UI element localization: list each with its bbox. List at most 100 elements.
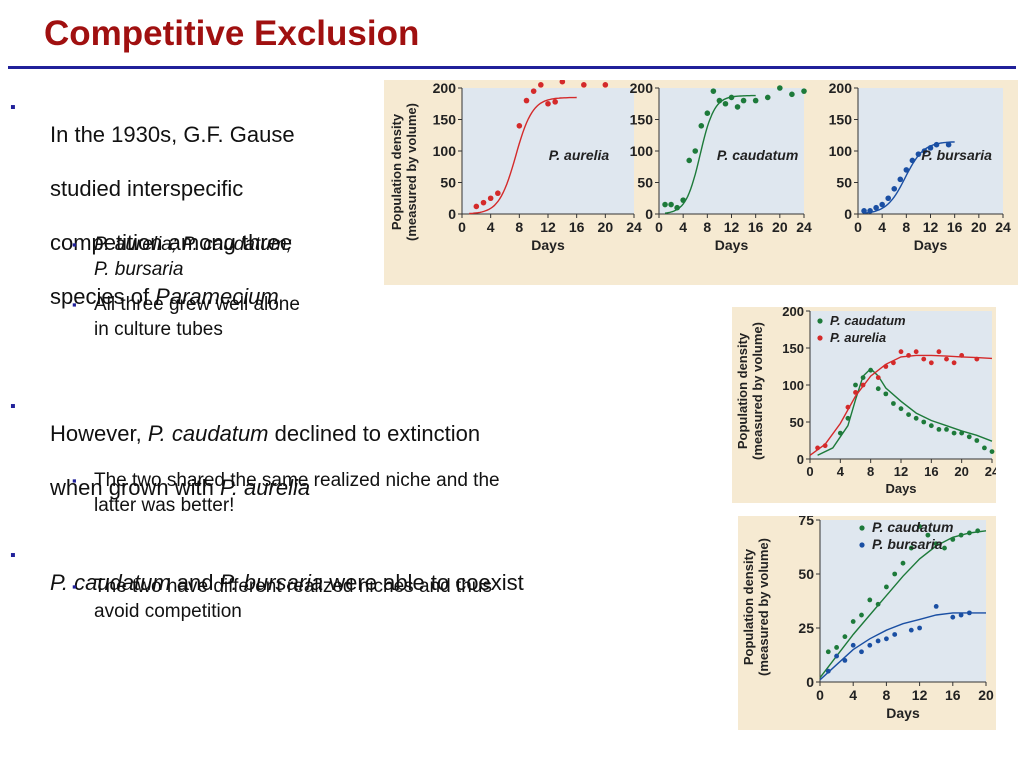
data-point: [850, 619, 856, 624]
data-point: [538, 82, 544, 88]
sub-bullet-2a-line-1: The two shared the same realized niche a…: [94, 470, 500, 491]
x-tick-label: 8: [867, 464, 874, 479]
x-tick-label: 0: [458, 219, 466, 235]
data-point: [698, 123, 705, 129]
data-point: [845, 415, 851, 421]
data-point: [545, 100, 551, 107]
data-point: [860, 375, 866, 380]
data-point: [915, 151, 922, 157]
data-point: [853, 382, 858, 388]
y-axis-title: Population density (measured by volume): [735, 322, 765, 460]
y-axis-title-line: Population density: [741, 548, 756, 665]
data-point: [853, 390, 858, 395]
data-point: [834, 653, 839, 659]
chart-caudatum-aurelia: Population density (measured by volume) 0 5…: [735, 304, 1000, 496]
data-point: [692, 148, 699, 154]
data-point: [958, 612, 964, 618]
data-point: [815, 445, 820, 451]
data-point: [722, 100, 729, 107]
data-point: [834, 645, 839, 650]
figure-alone-panel: Population density (measured by volume) 0 5…: [384, 78, 1018, 285]
data-point: [884, 636, 889, 642]
legend-marker: [817, 318, 823, 324]
x-tick-label: 12: [912, 687, 928, 703]
legend-label: P. bursaria: [872, 536, 943, 552]
data-point: [867, 597, 873, 603]
fit-curve: [817, 367, 993, 456]
sub-bullet-1a-line-1: P. aurelia; P. caudatum;: [94, 234, 292, 255]
data-point: [734, 104, 741, 110]
x-tick-label: 16: [947, 219, 963, 235]
data-point: [752, 97, 759, 104]
data-point: [921, 148, 928, 154]
data-point: [523, 97, 530, 104]
y-tick-label: 100: [433, 143, 457, 159]
data-point: [921, 356, 927, 362]
panel-label: P. bursaria: [921, 147, 992, 163]
data-point: [933, 141, 940, 148]
x-tick-label: 16: [924, 464, 938, 479]
data-point: [913, 349, 919, 355]
x-tick-label: 0: [816, 687, 824, 703]
plot-area: [858, 88, 1003, 214]
data-point: [908, 545, 914, 551]
fit-curve: [863, 141, 955, 214]
data-point: [789, 91, 795, 98]
data-point: [516, 123, 523, 129]
data-point: [958, 532, 964, 538]
x-tick-label: 4: [679, 219, 687, 235]
x-tick-label: 4: [487, 219, 495, 235]
x-tick-label: 4: [837, 464, 845, 479]
data-point: [825, 649, 831, 655]
data-point: [897, 176, 904, 183]
x-tick-label: 12: [894, 464, 908, 479]
data-point: [928, 360, 934, 366]
data-point: [861, 208, 867, 214]
x-tick-label: 20: [978, 687, 994, 703]
legend-marker: [859, 525, 865, 531]
data-point: [859, 612, 864, 618]
data-point: [837, 430, 843, 436]
y-tick-label: 200: [829, 80, 853, 96]
x-tick-label: 8: [703, 219, 711, 235]
title-rule: [8, 66, 1016, 69]
data-point: [860, 382, 866, 388]
data-point: [950, 614, 956, 620]
data-point: [892, 571, 898, 577]
data-point: [966, 434, 972, 440]
data-point: [925, 532, 931, 538]
data-point: [710, 88, 717, 94]
x-tick-label: 0: [655, 219, 663, 235]
data-point: [944, 427, 949, 432]
data-point: [975, 528, 981, 534]
x-axis-title: Days: [531, 237, 565, 253]
data-point: [850, 642, 856, 648]
y-tick-label: 50: [798, 566, 814, 582]
legend-label: P. aurelia: [830, 330, 886, 345]
fit-curve: [819, 530, 987, 679]
y-tick-label: 150: [433, 112, 457, 128]
data-point: [909, 157, 916, 164]
data-point: [680, 197, 686, 203]
data-point: [822, 443, 828, 449]
x-tick-label: 0: [854, 219, 862, 235]
x-tick-label: 24: [796, 219, 812, 235]
data-point: [913, 415, 919, 421]
sub-bullet-1b-line-1: All three grew well alone: [94, 294, 300, 315]
data-point: [764, 94, 771, 101]
y-axis-title-line: (measured by volume): [756, 538, 771, 676]
data-point: [552, 99, 558, 105]
data-point: [917, 524, 922, 529]
x-tick-label: 0: [806, 464, 813, 479]
slide-title: Competitive Exclusion: [44, 14, 420, 53]
y-axis-title-line: (measured by volume): [750, 322, 765, 460]
data-point: [959, 353, 965, 358]
x-axis-title: Days: [885, 481, 916, 496]
data-point: [967, 610, 972, 616]
data-point: [842, 634, 848, 640]
data-point: [559, 78, 566, 85]
sub-bullet-3a: The two have different realized niches a…: [72, 574, 492, 624]
bullet-2-species-1: P. caudatum: [147, 421, 269, 446]
chart-alone: Population density (measured by volume) 0 5…: [389, 78, 1011, 253]
y-axis-title: Population density (measured by volume): [741, 538, 771, 676]
